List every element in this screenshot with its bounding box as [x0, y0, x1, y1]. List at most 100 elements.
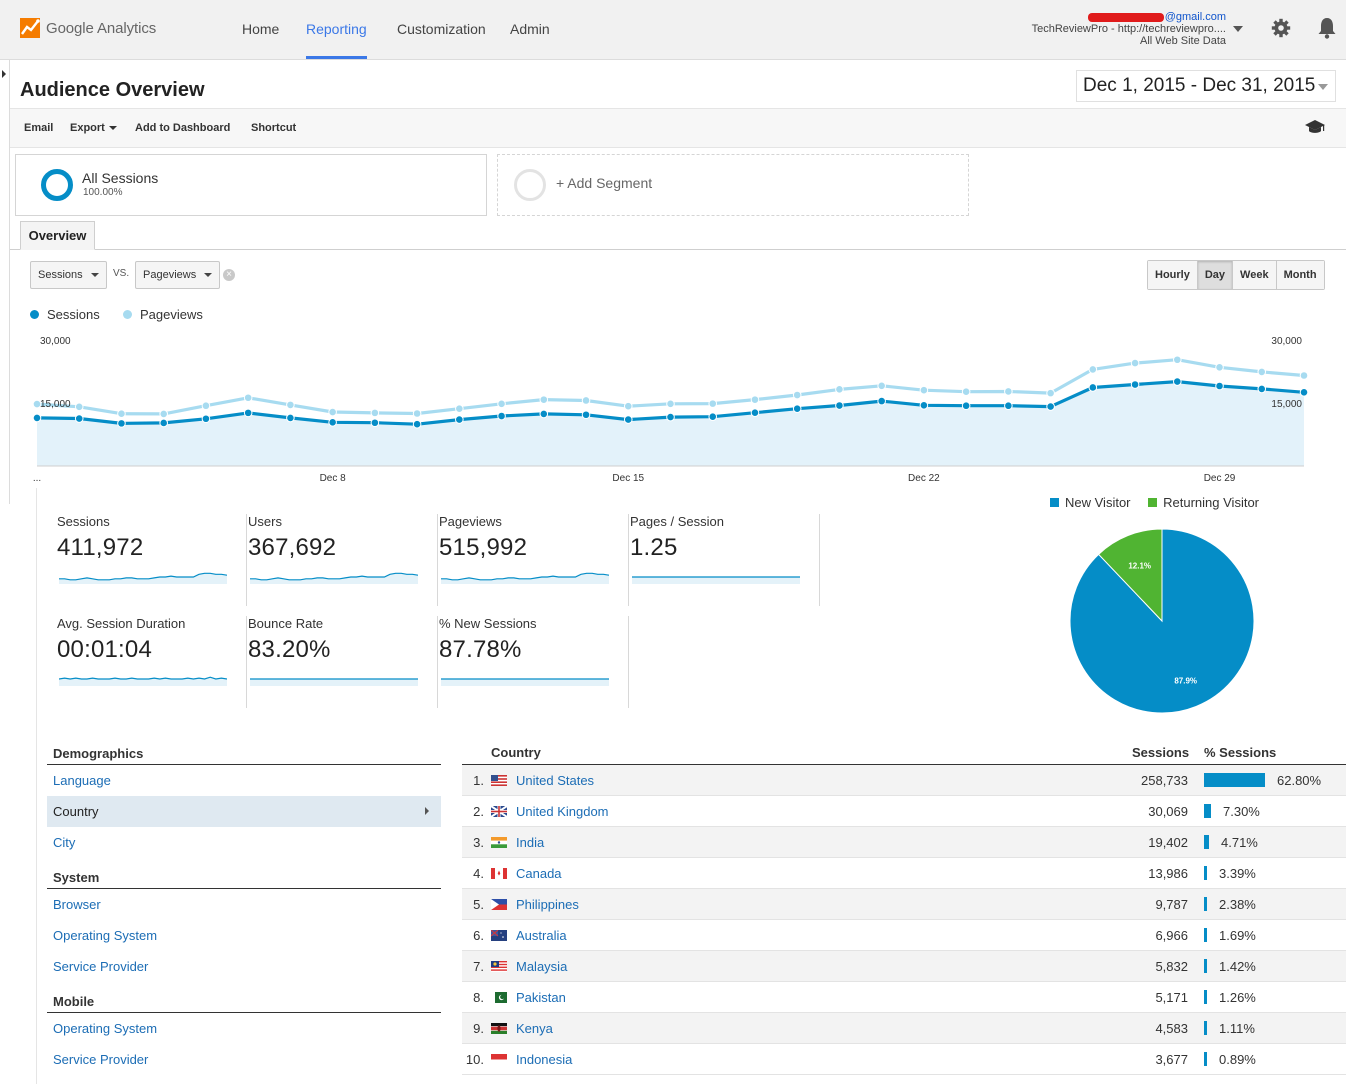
row-pct-sessions: 0.89% — [1219, 1052, 1256, 1067]
pageviews-point — [1173, 355, 1182, 365]
column-pct-sessions[interactable]: % Sessions — [1204, 745, 1277, 760]
sessions-point — [32, 413, 42, 423]
country-link[interactable]: Pakistan — [516, 990, 566, 1005]
country-link[interactable]: Malaysia — [516, 959, 568, 974]
add-segment-label: + Add Segment — [556, 175, 653, 191]
visitor-type-pie-chart[interactable]: 87.9% 12.1% — [1068, 527, 1258, 717]
nav-admin[interactable]: Admin — [510, 21, 550, 37]
add-segment-button[interactable]: + Add Segment — [497, 154, 969, 216]
country-link[interactable]: United States — [516, 773, 595, 788]
tab-overview[interactable]: Overview — [20, 221, 95, 250]
country-link[interactable]: India — [516, 835, 545, 850]
column-country[interactable]: Country — [491, 745, 541, 760]
metric-card[interactable]: Avg. Session Duration 00:01:04 — [57, 616, 247, 708]
column-sessions[interactable]: Sessions — [1132, 745, 1190, 760]
metric-card[interactable]: Pageviews 515,992 — [439, 514, 629, 606]
sparkline-line — [441, 572, 609, 581]
account-property: TechReviewPro - http://techreviewpro.... — [1031, 23, 1226, 35]
pie-slice[interactable] — [1097, 528, 1163, 623]
remove-metric-icon[interactable]: × — [223, 269, 235, 281]
metric-card[interactable]: Sessions 411,972 — [57, 514, 247, 606]
metric-card[interactable]: Pages / Session 1.25 — [630, 514, 820, 606]
system-provider-link[interactable]: Service Provider — [53, 959, 149, 974]
nav-reporting[interactable]: Reporting — [306, 0, 367, 59]
graduation-cap-icon[interactable] — [1304, 119, 1326, 135]
pageviews-point — [74, 402, 84, 412]
mobile-os-link[interactable]: Operating System — [53, 1021, 158, 1036]
shortcut-button[interactable]: Shortcut — [251, 122, 297, 134]
pageviews-point — [835, 385, 844, 394]
metric2-select[interactable]: Pageviews — [135, 261, 220, 289]
pageviews-point — [666, 399, 675, 409]
country-link[interactable]: Kenya — [516, 1021, 553, 1036]
pageviews-point — [919, 385, 929, 395]
pageviews-point — [961, 387, 971, 396]
metric-label: Users — [248, 514, 282, 529]
metric-card[interactable]: % New Sessions 87.78% — [439, 616, 629, 708]
share-bar — [1204, 804, 1211, 818]
report-toolbar: Email Export Add to Dashboard Shortcut — [10, 108, 1346, 148]
sidebar-toggle[interactable] — [0, 60, 10, 504]
export-button[interactable]: Export — [70, 122, 117, 134]
share-bar — [1204, 866, 1207, 880]
mobile-provider-link[interactable]: Service Provider — [53, 1052, 149, 1067]
interval-hourly[interactable]: Hourly — [1148, 261, 1198, 289]
pageviews-point — [581, 396, 591, 405]
pie-legend-returning: Returning Visitor — [1163, 495, 1260, 510]
sessions-point — [581, 410, 591, 420]
share-bar — [1204, 1052, 1207, 1066]
system-os-link[interactable]: Operating System — [53, 928, 158, 943]
pie-legend: New Visitor Returning Visitor — [1050, 495, 1259, 510]
metric-label: Avg. Session Duration — [57, 616, 186, 631]
demographics-country-label: Country — [53, 804, 99, 819]
pie-slice-label: 12.1% — [1128, 561, 1151, 570]
metric-card[interactable]: Bounce Rate 83.20% — [248, 616, 438, 708]
account-selector[interactable]: @gmail.com TechReviewPro - http://techre… — [1032, 11, 1226, 47]
demographics-language-link[interactable]: Language — [53, 773, 111, 788]
segment-all-sessions[interactable]: All Sessions 100.00% — [15, 154, 487, 216]
metric1-select[interactable]: Sessions — [30, 261, 107, 289]
interval-day[interactable]: Day — [1197, 261, 1234, 289]
country-link[interactable]: Indonesia — [516, 1052, 573, 1067]
pageviews-point — [1130, 358, 1140, 368]
table-row: 7. Malaysia 5,832 1.42% — [462, 951, 1346, 982]
nav-home[interactable]: Home — [242, 21, 280, 37]
system-browser-link[interactable]: Browser — [53, 897, 101, 912]
email-button[interactable]: Email — [24, 122, 54, 134]
chevron-down-icon[interactable] — [1233, 26, 1243, 32]
share-bar — [1204, 897, 1207, 911]
metric-card[interactable]: Users 367,692 — [248, 514, 438, 606]
app-logo[interactable]: Google Analytics — [20, 18, 156, 38]
add-to-dashboard-button[interactable]: Add to Dashboard — [135, 122, 231, 134]
row-sessions: 6,966 — [1155, 928, 1188, 943]
country-link[interactable]: Canada — [516, 866, 562, 881]
table-row: 9. Kenya 4,583 1.11% — [462, 1013, 1346, 1044]
legend-swatch — [1148, 498, 1158, 507]
country-link[interactable]: Australia — [516, 928, 567, 943]
chevron-right-icon — [425, 807, 429, 815]
sessions-point — [201, 414, 211, 424]
table-row: 10. Indonesia 3,677 0.89% — [462, 1044, 1346, 1075]
metric-sparkline — [59, 676, 227, 686]
sessions-point — [370, 418, 380, 428]
country-link[interactable]: Philippines — [516, 897, 579, 912]
row-rank: 5. — [473, 897, 484, 912]
app-name: Google Analytics — [46, 19, 157, 37]
bell-icon[interactable] — [1317, 17, 1337, 39]
demographics-city-link[interactable]: City — [53, 835, 76, 850]
gear-icon[interactable] — [1271, 18, 1291, 38]
date-range-picker[interactable]: Dec 1, 2015 - Dec 31, 2015 — [1076, 70, 1336, 102]
country-link[interactable]: United Kingdom — [516, 804, 609, 819]
y-tick-label-right: 30,000 — [1271, 336, 1302, 347]
interval-week[interactable]: Week — [1233, 261, 1277, 289]
sessions-pageviews-line-chart[interactable]: 30,000 15,000 30,000 15,000... Dec 8 Dec 15 De… — [30, 326, 1330, 486]
chevron-down-icon — [91, 273, 99, 277]
segment-ring-icon — [41, 169, 73, 201]
sessions-point — [455, 415, 464, 424]
interval-month[interactable]: Month — [1276, 261, 1324, 289]
nav-customization[interactable]: Customization — [397, 21, 486, 37]
sessions-point — [1046, 402, 1055, 411]
sessions-point — [666, 412, 675, 422]
demographics-country-link[interactable]: Country — [47, 796, 441, 827]
row-rank: 3. — [473, 835, 484, 850]
